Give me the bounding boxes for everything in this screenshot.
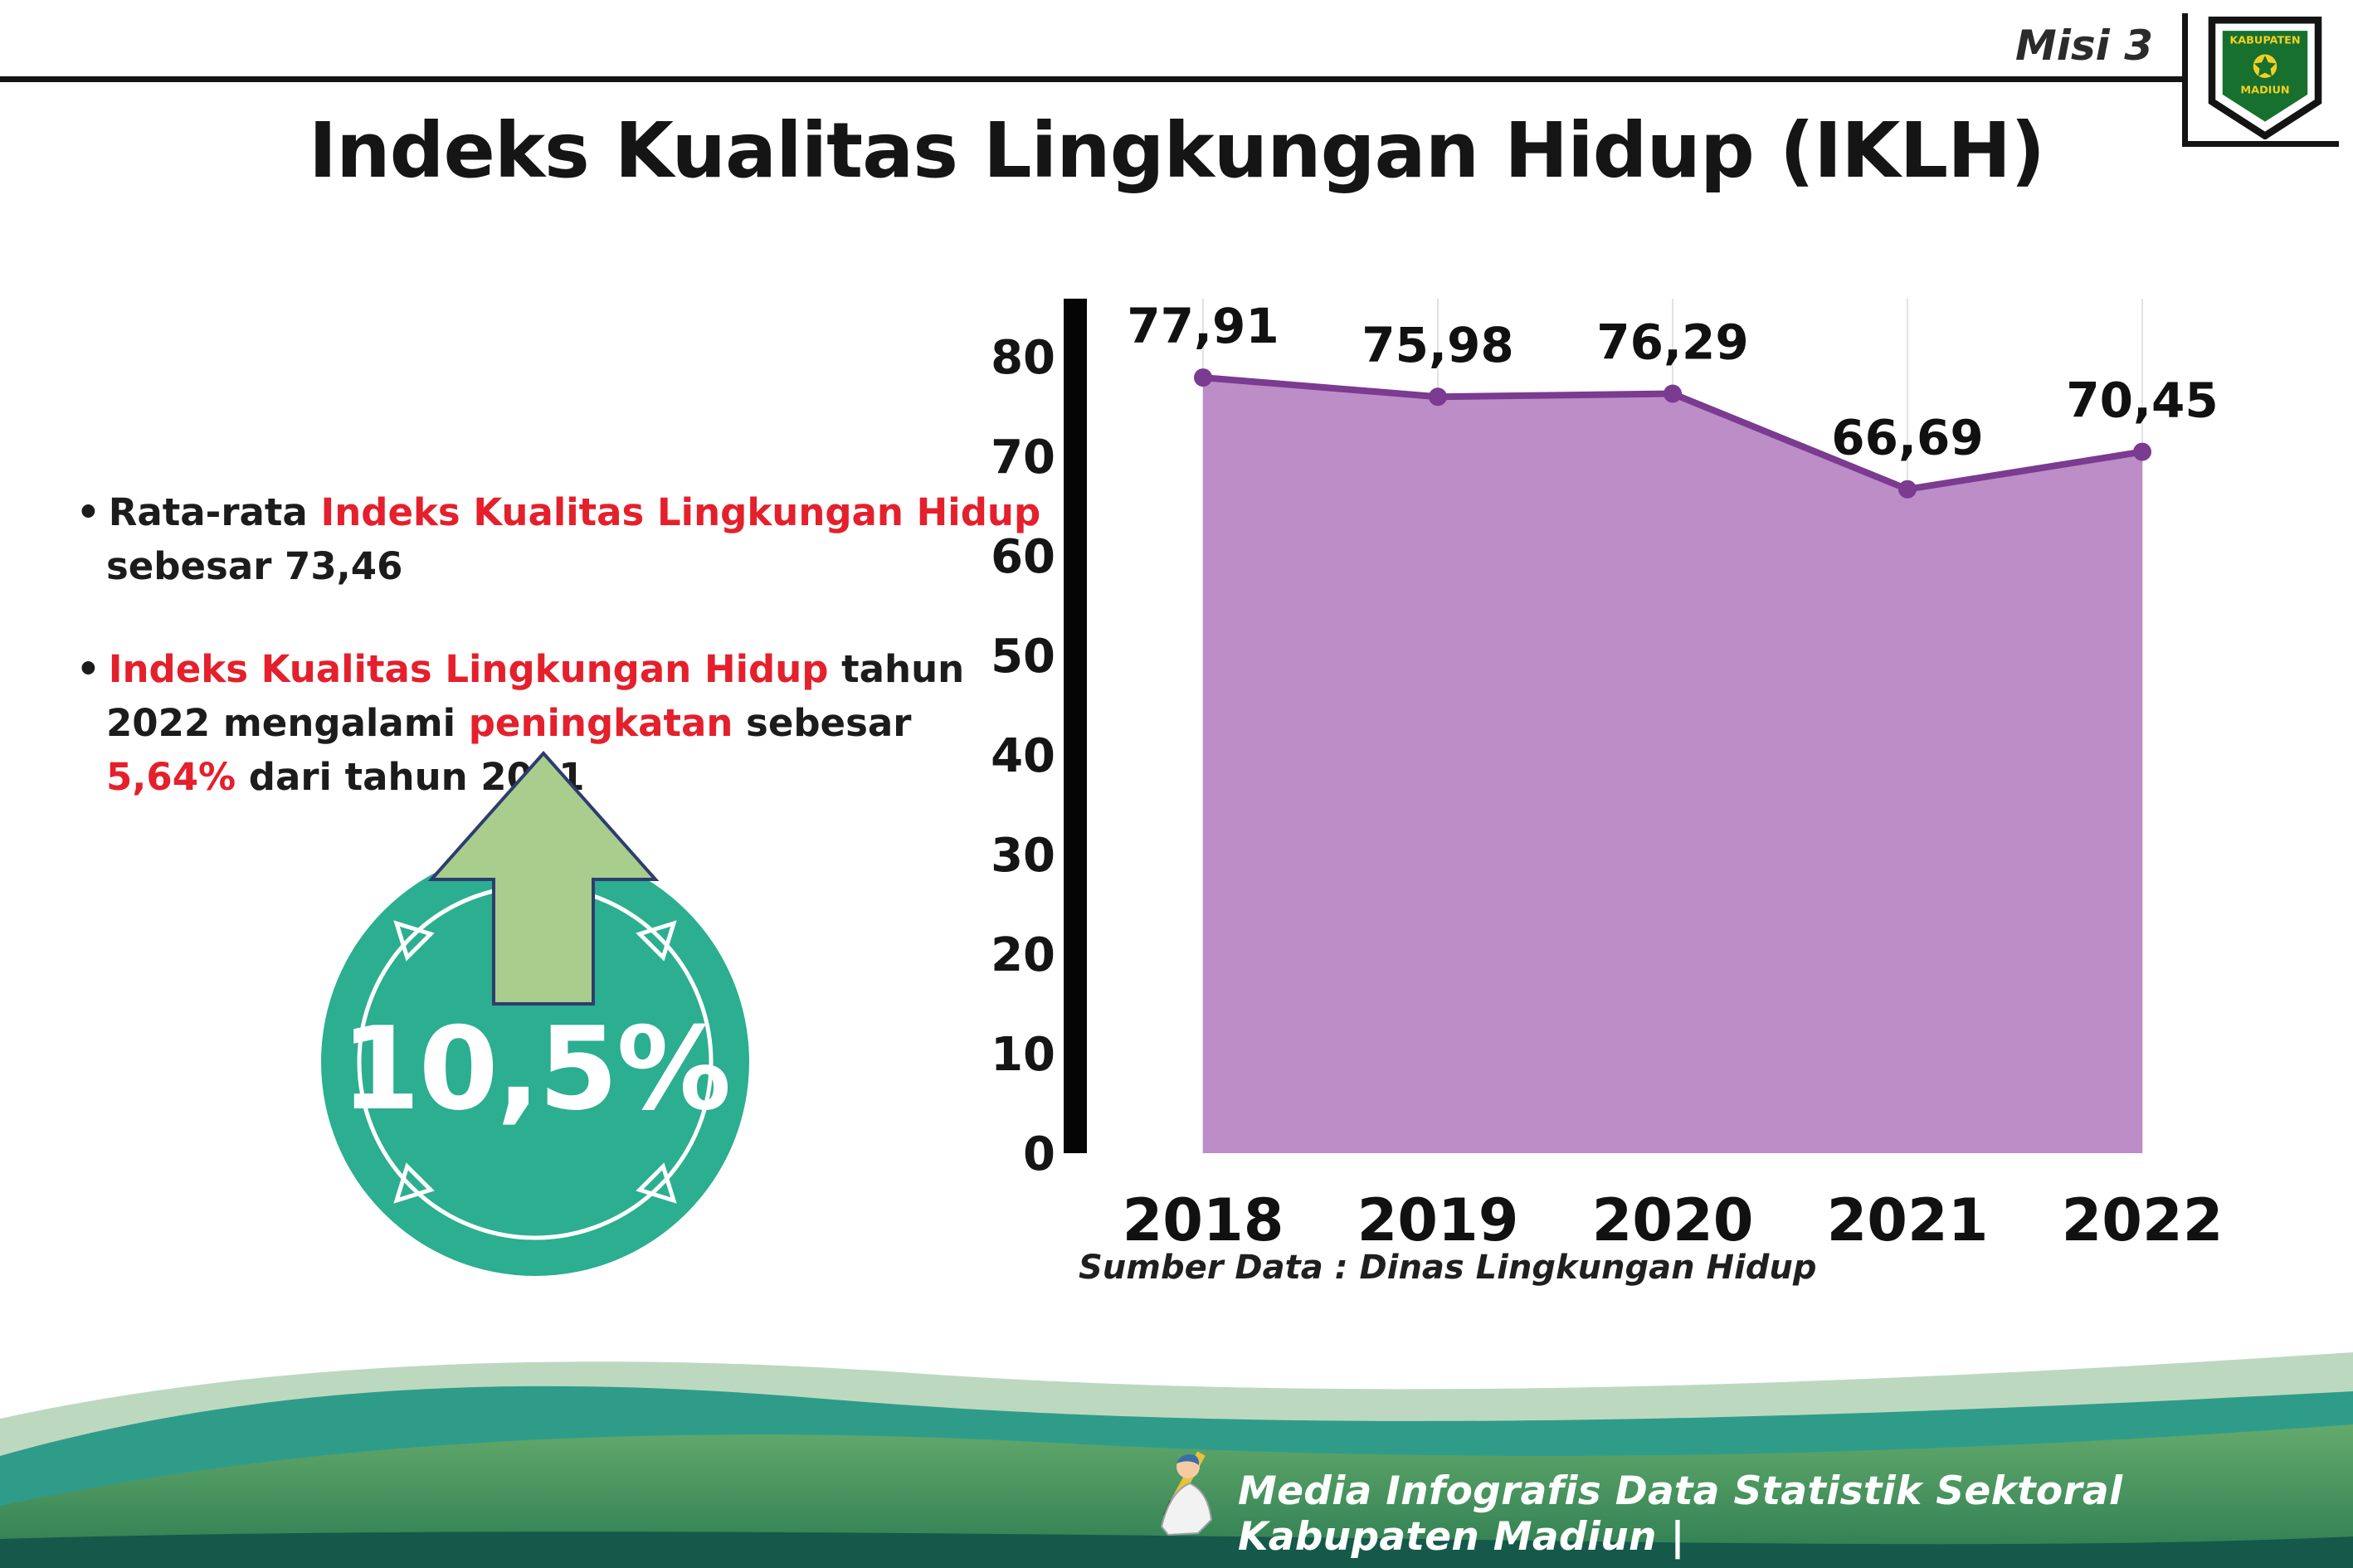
svg-text:0: 0 bbox=[1023, 1127, 1055, 1181]
key-points: Rata-rata Indeks Kualitas Lingkungan Hid… bbox=[76, 485, 1051, 852]
header-divider bbox=[0, 76, 2182, 82]
iklh-area-chart: 0 10 20 30 40 50 60 70 80 77,91 75,98 76,29 66,69 70,… bbox=[991, 298, 2224, 1254]
svg-text:2019: 2019 bbox=[1357, 1186, 1519, 1254]
svg-text:40: 40 bbox=[991, 729, 1055, 783]
logo-text-bottom: MADIUN bbox=[2240, 85, 2289, 97]
badge-triangle bbox=[393, 920, 435, 962]
footer-wave bbox=[0, 1352, 2353, 1568]
chart-panel: 0 10 20 30 40 50 60 70 80 77,91 75,98 76,29 66,69 70,… bbox=[938, 282, 2265, 1327]
data-source-note: Sumber Data : Dinas Lingkungan Hidup bbox=[1079, 1249, 1817, 1287]
svg-text:20: 20 bbox=[991, 928, 1055, 982]
svg-text:70,45: 70,45 bbox=[2066, 373, 2218, 429]
increase-value: 10,5% bbox=[340, 1002, 732, 1136]
svg-text:80: 80 bbox=[991, 331, 1055, 385]
footer-wave-dark bbox=[0, 1531, 2353, 1568]
bullet-average-iklh: Rata-rata Indeks Kualitas Lingkungan Hid… bbox=[76, 485, 1051, 594]
text-segment-highlight: 5,64% bbox=[106, 755, 236, 799]
kabupaten-madiun-logo: KABUPATEN MADIUN bbox=[2208, 17, 2322, 139]
page-title: Indeks Kualitas Lingkungan Hidup (IKLH) bbox=[308, 106, 2045, 195]
svg-text:10: 10 bbox=[991, 1028, 1055, 1082]
mascot-icon bbox=[1160, 1451, 1213, 1536]
svg-text:2021: 2021 bbox=[1827, 1186, 1989, 1254]
badge-triangle bbox=[636, 1162, 677, 1204]
text-segment-highlight: Indeks Kualitas Lingkungan Hidup bbox=[320, 490, 1041, 534]
increase-badge: 10,5% bbox=[307, 738, 772, 1294]
logo-text-top: KABUPATEN bbox=[2229, 35, 2300, 47]
badge-triangle bbox=[393, 1162, 435, 1204]
svg-text:75,98: 75,98 bbox=[1362, 317, 1513, 373]
logo-star-icon bbox=[2253, 55, 2277, 76]
text-segment: sebesar 73,46 bbox=[106, 544, 403, 589]
text-segment: tahun 2022 mengalami bbox=[106, 646, 965, 745]
text-segment: Rata-rata bbox=[108, 490, 321, 534]
footer-credit: Media Infografis Data Statistik Sektoral… bbox=[1238, 1468, 2123, 1560]
up-arrow-icon bbox=[427, 750, 660, 1006]
svg-text:2018: 2018 bbox=[1123, 1186, 1284, 1254]
svg-text:66,69: 66,69 bbox=[1831, 410, 1983, 466]
svg-text:2022: 2022 bbox=[2062, 1186, 2224, 1254]
text-segment-highlight: peningkatan bbox=[468, 700, 733, 745]
misi-label: Misi 3 bbox=[2015, 22, 2153, 70]
badge-triangle bbox=[636, 920, 677, 962]
svg-text:30: 30 bbox=[991, 829, 1055, 883]
text-segment: sebesar bbox=[733, 700, 912, 745]
increase-badge-graphic bbox=[321, 750, 749, 1276]
badge-circle bbox=[321, 848, 749, 1276]
logo-corner-bracket bbox=[2182, 13, 2339, 147]
svg-text:70: 70 bbox=[991, 431, 1055, 485]
svg-text:50: 50 bbox=[991, 630, 1055, 684]
svg-text:2020: 2020 bbox=[1592, 1186, 1754, 1254]
svg-text:77,91: 77,91 bbox=[1127, 298, 1279, 354]
text-segment-highlight: Indeks Kualitas Lingkungan Hidup bbox=[108, 646, 829, 691]
svg-text:76,29: 76,29 bbox=[1596, 314, 1748, 371]
svg-text:60: 60 bbox=[991, 530, 1055, 584]
